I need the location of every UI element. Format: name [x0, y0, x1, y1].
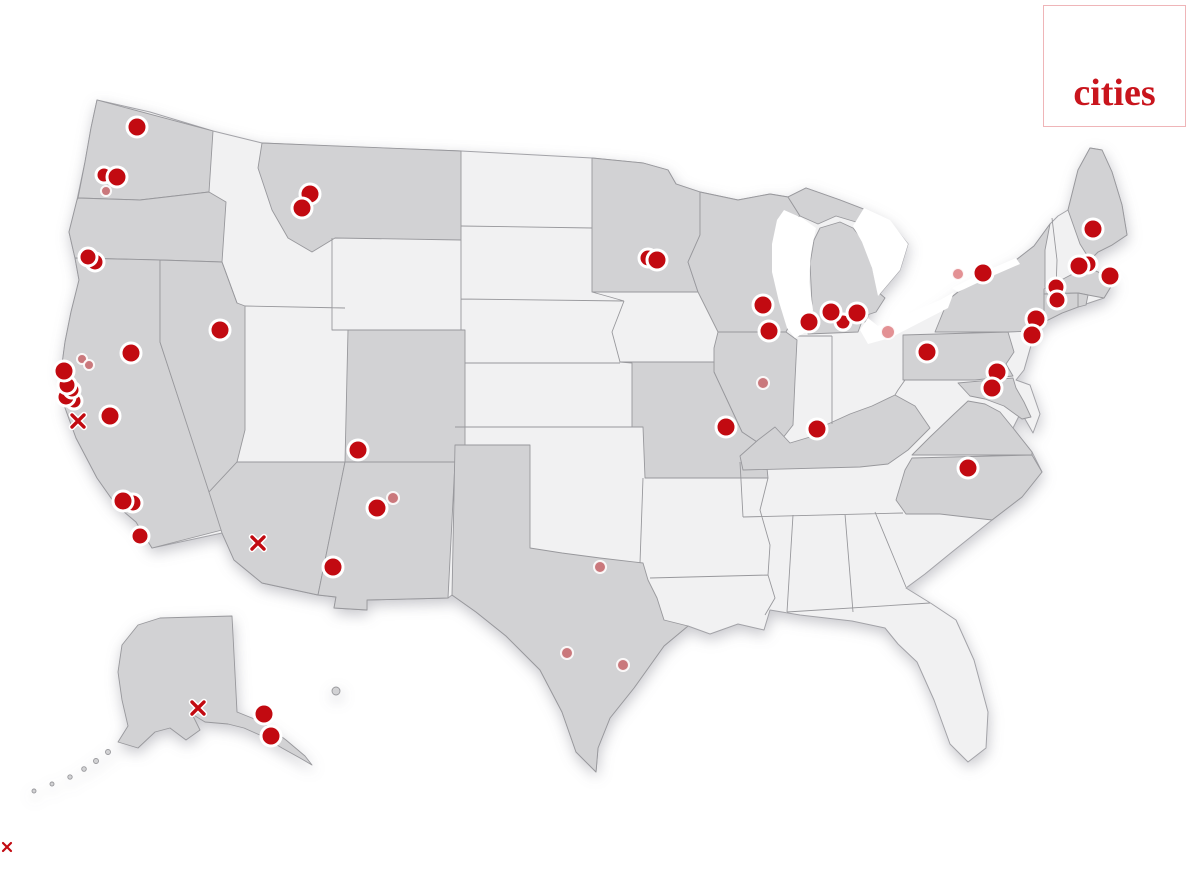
city-marker: [365, 496, 389, 520]
state-new-mexico: [317, 461, 456, 611]
city-marker: [1067, 254, 1091, 278]
city-marker: [111, 489, 135, 513]
city-marker-faded: [83, 359, 95, 371]
state-north-carolina: [895, 454, 1043, 521]
state-washington: [77, 99, 214, 201]
city-marker: [1081, 217, 1105, 241]
city-marker: [819, 300, 843, 324]
city-marker: [1020, 323, 1044, 347]
state-texas: [451, 444, 689, 773]
legend-title: cities: [1073, 72, 1156, 114]
city-marker: [208, 318, 232, 342]
alaska-island: [331, 686, 341, 696]
city-marker: [971, 261, 995, 285]
city-marker-faded: [560, 646, 574, 660]
x-marker: [68, 411, 88, 431]
city-marker-faded: [951, 267, 965, 281]
active-states: [60, 99, 1128, 773]
state-alaska: [117, 615, 313, 766]
city-marker-faded: [593, 560, 607, 574]
city-marker: [346, 438, 370, 462]
state-minnesota: [591, 157, 701, 293]
aleutian-island: [105, 749, 111, 755]
state-virginia: [911, 400, 1033, 456]
x-marker: [188, 698, 208, 718]
city-marker: [645, 248, 669, 272]
state-kentucky: [739, 394, 931, 471]
city-marker: [1046, 289, 1068, 311]
lake-michigan: [772, 210, 816, 338]
city-marker: [129, 525, 151, 547]
aleutian-island: [49, 781, 55, 787]
state-borders: [221, 217, 1058, 616]
city-markers-layer: [1, 115, 1122, 853]
city-marker: [751, 293, 775, 317]
x-marker-small: [1, 841, 13, 853]
city-marker: [915, 340, 939, 364]
city-marker-faded: [880, 324, 896, 340]
city-marker: [1098, 264, 1122, 288]
city-marker: [845, 301, 869, 325]
city-marker: [290, 196, 314, 220]
city-marker: [797, 310, 821, 334]
city-marker: [98, 404, 122, 428]
aleutian-island: [93, 758, 99, 764]
city-marker: [757, 319, 781, 343]
city-marker: [259, 724, 283, 748]
city-marker-faded: [756, 376, 770, 390]
city-marker: [77, 246, 99, 268]
city-marker: [321, 555, 345, 579]
city-marker: [119, 341, 143, 365]
lake-huron: [853, 208, 908, 296]
city-marker: [52, 359, 76, 383]
lake-erie: [860, 292, 954, 344]
city-marker: [714, 415, 738, 439]
city-marker: [980, 376, 1004, 400]
aleutian-island: [81, 766, 87, 772]
legend-box: cities: [1043, 5, 1186, 127]
city-marker-faded: [616, 658, 630, 672]
aleutian-island: [31, 788, 37, 794]
state-rhode-island: [1077, 292, 1089, 308]
city-marker: [805, 417, 829, 441]
state-montana: [257, 142, 462, 253]
city-marker-faded: [386, 491, 400, 505]
city-marker: [956, 456, 980, 480]
city-marker: [105, 165, 129, 189]
aleutian-island: [67, 774, 73, 780]
x-marker: [248, 533, 268, 553]
city-marker-faded: [100, 185, 112, 197]
city-marker: [252, 702, 276, 726]
city-marker: [125, 115, 149, 139]
